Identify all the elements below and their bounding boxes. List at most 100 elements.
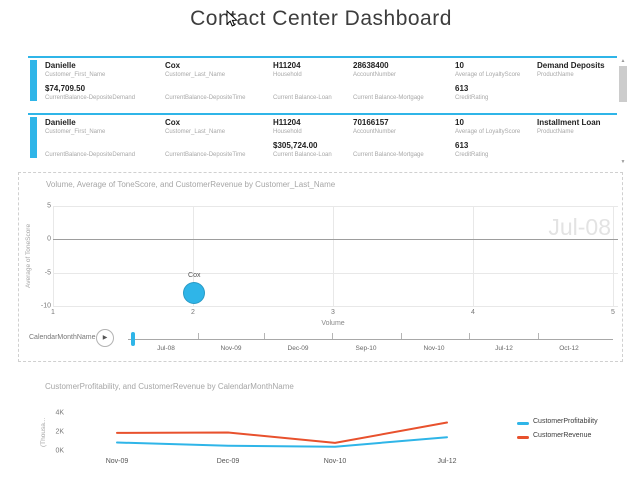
card-label: CurrentBalance-DepositeTime	[165, 95, 246, 101]
card-cell: 28638400 AccountNumber Current Balance-M…	[353, 61, 424, 107]
card-label: ProductName	[537, 129, 574, 135]
slider-tick	[401, 333, 402, 339]
y-tick: 2K	[55, 428, 64, 436]
x-tick: 3	[331, 309, 335, 316]
play-axis-slider-handle[interactable]	[131, 332, 135, 346]
slider-month-label: Oct-12	[559, 345, 579, 352]
legend-swatch	[517, 422, 529, 425]
card-cell: Danielle Customer_First_Name CurrentBala…	[45, 118, 135, 164]
slider-tick	[538, 333, 539, 339]
scatter-x-axis-label: Volume	[321, 320, 345, 327]
card-value	[165, 141, 245, 151]
x-tick: 4	[471, 309, 475, 316]
scatter-plot-area: Jul-08 Cox 1 2 3 4 5 Volume	[51, 206, 618, 327]
card-label: Current Balance-Loan	[273, 152, 332, 158]
card-value: Danielle	[45, 61, 76, 70]
card-cell: Demand Deposits ProductName	[537, 61, 605, 84]
line-chart-visual: CustomerProfitability, and CustomerReven…	[18, 375, 623, 475]
y-tick: -10	[40, 302, 51, 310]
card-value: 613	[455, 84, 469, 93]
scatter-bubble[interactable]	[183, 281, 206, 304]
card-value: 70166157	[353, 118, 389, 127]
scroll-down-icon[interactable]: ▼	[620, 159, 626, 165]
legend-swatch	[517, 436, 529, 439]
scroll-up-icon[interactable]: ▲	[620, 58, 626, 64]
card-cell: 70166157 AccountNumber Current Balance-M…	[353, 118, 424, 164]
card-label: Customer_Last_Name	[165, 72, 226, 78]
card-accent-bar	[30, 117, 37, 158]
card-label: Current Balance-Loan	[273, 95, 332, 101]
gridline	[333, 206, 334, 306]
card-cell: Installment Loan ProductName	[537, 118, 601, 141]
x-category-label: Dec-09	[216, 458, 240, 465]
gridline	[473, 206, 474, 306]
card-value: Demand Deposits	[537, 61, 605, 70]
play-axis-watermark: Jul-08	[548, 214, 611, 240]
bubble-data-label: Cox	[188, 271, 201, 279]
card-cell: Cox Customer_Last_Name CurrentBalance-De…	[165, 118, 245, 164]
x-tick: 5	[611, 309, 615, 316]
card-row-demand-deposits[interactable]: Danielle Customer_First_Name $74,709.50 …	[28, 56, 617, 109]
card-label: Average of LoyaltyScore	[455, 72, 521, 78]
card-label: AccountNumber	[353, 72, 397, 78]
page-title: Contact Center Dashboard	[190, 7, 452, 30]
card-label: Household	[273, 72, 302, 78]
play-axis-slider-track[interactable]	[128, 339, 613, 340]
card-row-installment-loan[interactable]: Danielle Customer_First_Name CurrentBala…	[28, 113, 617, 166]
card-value	[45, 141, 135, 151]
card-accent-bar	[30, 60, 37, 101]
card-cell: Danielle Customer_First_Name $74,709.50 …	[45, 61, 135, 107]
scatter-chart-visual: Volume, Average of ToneScore, and Custom…	[18, 172, 623, 362]
card-value: Cox	[165, 118, 181, 127]
play-button[interactable]: ▶	[96, 329, 114, 347]
card-value	[273, 84, 332, 94]
card-label: Current Balance-Mortgage	[353, 95, 424, 101]
card-value: H11204	[273, 118, 301, 127]
slider-month-label: Dec-09	[287, 345, 309, 352]
card-scrollbar[interactable]: ▲ ▼	[618, 57, 628, 166]
scatter-y-axis-label: Average of ToneScore	[25, 223, 32, 289]
card-cell: Cox Customer_Last_Name CurrentBalance-De…	[165, 61, 245, 107]
multi-row-card-visual: Danielle Customer_First_Name $74,709.50 …	[28, 56, 617, 166]
card-label: AccountNumber	[353, 129, 397, 135]
zero-gridline	[53, 239, 618, 240]
card-label: Average of LoyaltyScore	[455, 129, 521, 135]
card-label: Customer_Last_Name	[165, 129, 226, 135]
y-tick: 5	[47, 202, 51, 210]
card-label: Customer_First_Name	[45, 72, 106, 78]
card-value: Danielle	[45, 118, 76, 127]
y-tick: -5	[44, 269, 51, 277]
card-value: 10	[455, 118, 464, 127]
slider-month-label: Nov-09	[220, 345, 242, 352]
scrollbar-thumb[interactable]	[619, 66, 627, 102]
card-label: CreditRating	[455, 152, 489, 158]
x-category-label: Jul-12	[437, 458, 457, 465]
slider-month-label: Sep-10	[355, 345, 377, 352]
card-label: ProductName	[537, 72, 574, 78]
legend-label: CustomerRevenue	[533, 432, 592, 439]
gridline	[53, 206, 618, 207]
card-cell: H11204 Household $305,724.00 Current Bal…	[273, 118, 332, 164]
slider-tick	[332, 333, 333, 339]
card-value: 10	[455, 61, 464, 70]
card-value: Installment Loan	[537, 118, 601, 127]
slider-tick	[264, 333, 265, 339]
card-value: $305,724.00	[273, 141, 318, 150]
card-label: CurrentBalance-DepositeDemand	[45, 152, 136, 158]
card-cell: 10 Average of LoyaltyScore 613 CreditRat…	[455, 118, 520, 164]
gridline	[53, 273, 618, 274]
slider-month-label: Jul-08	[157, 345, 175, 352]
card-value: H11204	[273, 61, 301, 70]
legend-label: CustomerProfitability	[533, 418, 598, 425]
line-chart-title: CustomerProfitability, and CustomerReven…	[45, 382, 294, 391]
y-tick: 4K	[55, 409, 64, 417]
card-label: CurrentBalance-DepositeDemand	[45, 95, 136, 101]
card-value	[353, 141, 424, 151]
card-value: 28638400	[353, 61, 389, 70]
card-cell: H11204 Household Current Balance-Loan	[273, 61, 332, 107]
x-tick: 1	[51, 309, 55, 316]
play-icon: ▶	[102, 335, 108, 341]
gridline	[193, 206, 194, 306]
card-label: CurrentBalance-DepositeTime	[165, 152, 246, 158]
